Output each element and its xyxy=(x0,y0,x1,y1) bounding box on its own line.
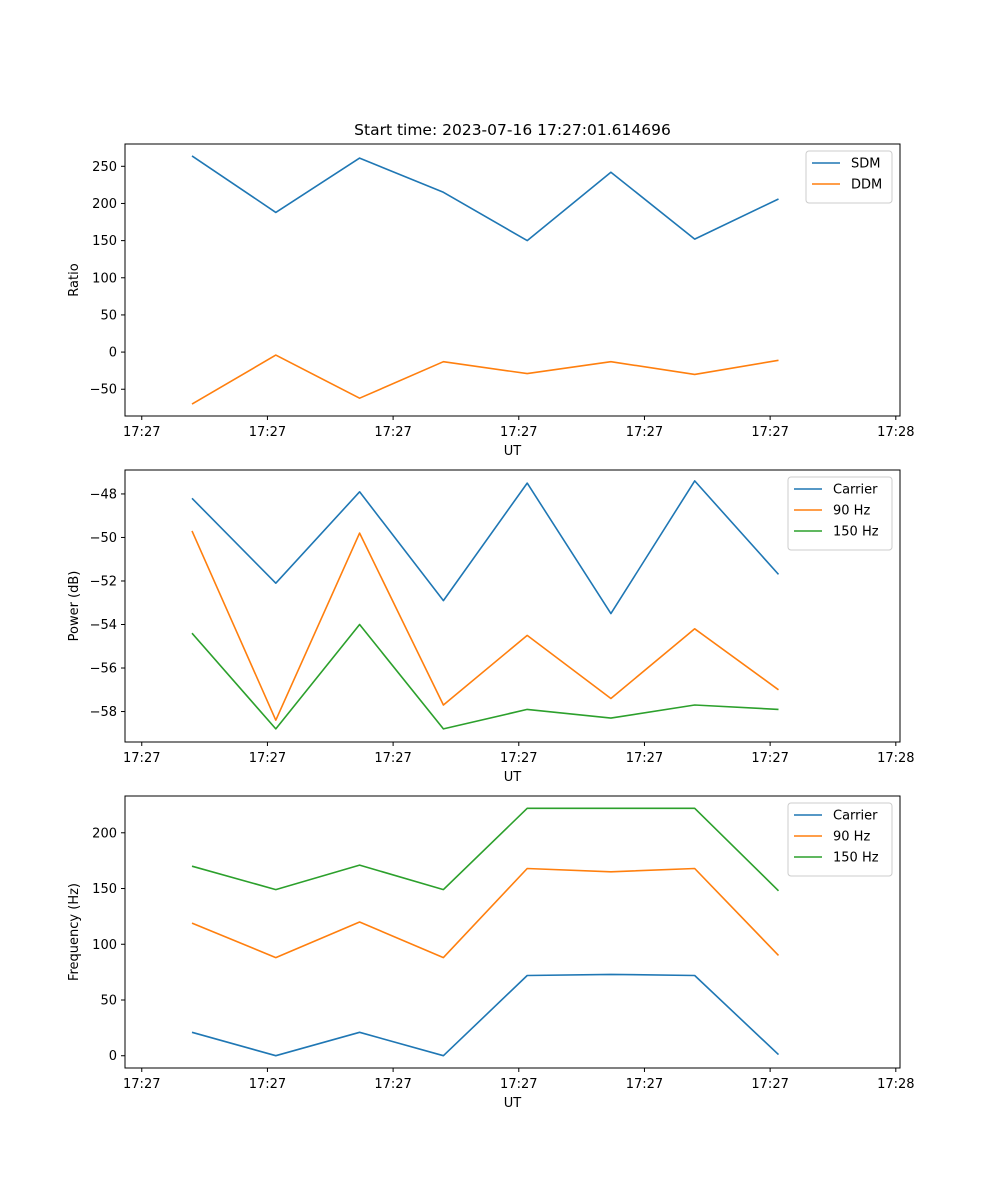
y-tick-label: 50 xyxy=(100,994,117,1009)
y-tick-label: 0 xyxy=(109,1049,117,1064)
series-line-carrier xyxy=(191,480,780,615)
x-tick-label: 17:27 xyxy=(123,425,160,440)
legend-label: SDM xyxy=(851,157,880,172)
legend-label: 150 Hz xyxy=(833,525,879,540)
y-tick-label: −56 xyxy=(90,662,117,677)
y-axis-label: Frequency (Hz) xyxy=(67,883,82,981)
x-tick-label: 17:27 xyxy=(249,1077,286,1092)
series-line-carrier xyxy=(191,973,780,1057)
axes-frame xyxy=(124,143,901,417)
y-tick-label: −50 xyxy=(90,531,117,546)
y-tick-label: 150 xyxy=(92,882,117,897)
y-tick-label: 150 xyxy=(92,234,117,249)
series-line-90-hz xyxy=(191,530,779,722)
series-line-sdm xyxy=(191,155,779,242)
legend-label: 90 Hz xyxy=(833,504,870,519)
y-tick-label: −48 xyxy=(90,487,117,502)
legend-label: DDM xyxy=(851,178,882,193)
x-tick-label: 17:27 xyxy=(374,425,411,440)
y-tick-label: −50 xyxy=(90,383,117,398)
series-line-ddm xyxy=(191,354,779,405)
x-tick-label: 17:27 xyxy=(374,1077,411,1092)
chart-panel-2: 17:27 17:27 17:27 17:27 17:27 17:27 17:28 −58 −5… xyxy=(67,469,915,785)
x-tick-label: 17:27 xyxy=(249,425,286,440)
x-tick-label: 17:27 xyxy=(626,1077,663,1092)
chart-panel-3: 17:27 17:27 17:27 17:27 17:27 17:27 17:28 0 50 10… xyxy=(67,795,915,1111)
y-tick-label: 250 xyxy=(92,160,117,175)
x-tick-label: 17:27 xyxy=(751,1077,788,1092)
series-line-150-hz xyxy=(191,623,779,730)
x-axis-label: UT xyxy=(504,770,522,785)
y-tick-label: −54 xyxy=(90,618,117,633)
x-tick-label: 17:28 xyxy=(877,425,914,440)
legend-label: 90 Hz xyxy=(833,830,870,845)
x-axis-label: UT xyxy=(504,444,522,459)
legend-label: Carrier xyxy=(833,809,878,824)
x-tick-label: 17:27 xyxy=(751,751,788,766)
series-line-90-hz xyxy=(191,867,780,959)
x-tick-label: 17:28 xyxy=(877,1077,914,1092)
y-axis-label: Power (dB) xyxy=(67,571,82,642)
x-tick-label: 17:28 xyxy=(877,751,914,766)
axes-frame xyxy=(124,795,901,1069)
y-tick-label: 50 xyxy=(100,308,117,323)
legend-label: Carrier xyxy=(833,483,878,498)
y-tick-label: 200 xyxy=(92,826,117,841)
y-tick-label: 0 xyxy=(109,346,117,361)
x-tick-label: 17:27 xyxy=(249,751,286,766)
y-tick-label: 100 xyxy=(92,271,117,286)
x-tick-label: 17:27 xyxy=(500,425,537,440)
x-tick-label: 17:27 xyxy=(626,751,663,766)
x-tick-label: 17:27 xyxy=(123,751,160,766)
legend-label: 150 Hz xyxy=(833,851,879,866)
axes-frame xyxy=(124,469,901,743)
y-axis-label: Ratio xyxy=(67,263,82,296)
chart-panel-1: Start time: 2023-07-16 17:27:01.614696 17… xyxy=(67,121,915,459)
x-tick-label: 17:27 xyxy=(123,1077,160,1092)
y-tick-label: −58 xyxy=(90,705,117,720)
y-tick-label: 100 xyxy=(92,938,117,953)
legend-box xyxy=(805,150,893,204)
x-tick-label: 17:27 xyxy=(500,751,537,766)
legend: Carrier 90 Hz 150 Hz xyxy=(787,476,893,551)
x-tick-label: 17:27 xyxy=(500,1077,537,1092)
legend: SDM DDM xyxy=(805,150,893,204)
x-tick-label: 17:27 xyxy=(626,425,663,440)
y-tick-label: 200 xyxy=(92,197,117,212)
legend: Carrier 90 Hz 150 Hz xyxy=(787,802,893,877)
x-tick-label: 17:27 xyxy=(751,425,788,440)
x-axis-label: UT xyxy=(504,1096,522,1111)
x-tick-label: 17:27 xyxy=(374,751,411,766)
y-tick-label: −52 xyxy=(90,574,117,589)
series-line-150-hz xyxy=(191,807,780,892)
chart-title: Start time: 2023-07-16 17:27:01.614696 xyxy=(354,121,671,139)
